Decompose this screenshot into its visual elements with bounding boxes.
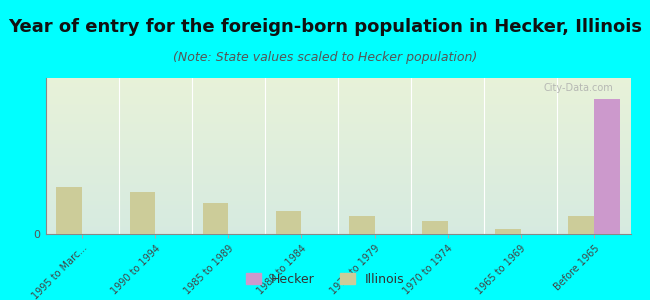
Text: Year of entry for the foreign-born population in Hecker, Illinois: Year of entry for the foreign-born popul… — [8, 18, 642, 36]
Bar — [495, 229, 521, 234]
Bar — [57, 187, 82, 234]
Text: City-Data.com: City-Data.com — [543, 83, 613, 93]
Bar — [594, 99, 619, 234]
Bar — [129, 192, 155, 234]
Bar — [568, 216, 594, 234]
Text: (Note: State values scaled to Hecker population): (Note: State values scaled to Hecker pop… — [173, 51, 477, 64]
Bar — [422, 221, 448, 234]
Bar — [203, 203, 228, 234]
Bar — [276, 211, 302, 234]
Bar — [349, 216, 374, 234]
Legend: Hecker, Illinois: Hecker, Illinois — [240, 268, 410, 291]
